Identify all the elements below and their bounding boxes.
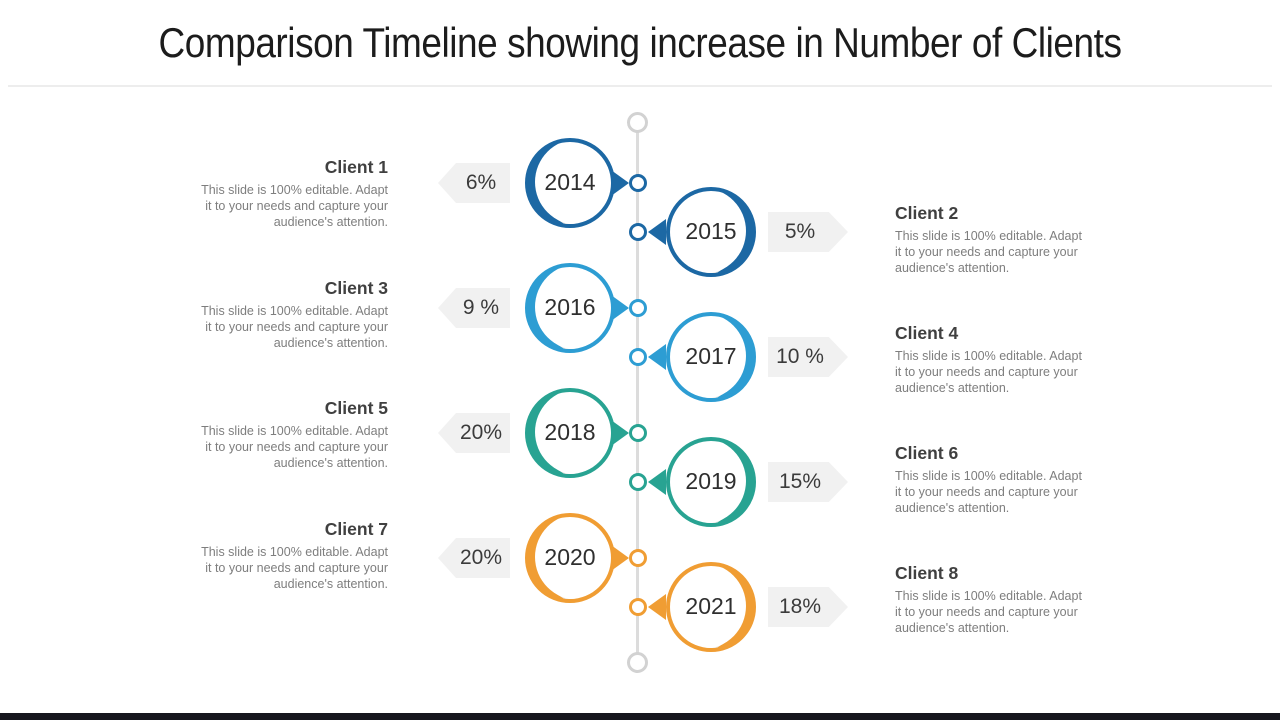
client-description: This slide is 100% editable. Adapt it to…: [895, 349, 1082, 395]
client-label: Client 1: [324, 157, 388, 177]
client-label: Client 7: [324, 519, 388, 539]
client-block-1: Client 1 This slide is 100% editable. Ad…: [192, 157, 388, 230]
year-label: 2018: [544, 418, 596, 445]
bubble-pointer: [648, 219, 666, 245]
bubble-inner-circle: [670, 316, 746, 398]
client-block-6: Client 6 This slide is 100% editable. Ad…: [895, 443, 1091, 516]
slide-title: Comparison Timeline showing increase in …: [158, 19, 1122, 66]
timeline-node-2021: [629, 598, 647, 616]
client-block-3: Client 3 This slide is 100% editable. Ad…: [192, 278, 388, 351]
bubble-pointer: [611, 420, 629, 446]
client-label: Client 3: [324, 278, 388, 298]
timeline-line: [636, 131, 639, 654]
year-bubble-2018: 2018: [525, 388, 615, 478]
percent-tag-2016: 9 %: [438, 288, 510, 328]
client-description: This slide is 100% editable. Adapt it to…: [895, 469, 1082, 515]
percent-tag-2018: 20%: [438, 413, 510, 453]
client-description: This slide is 100% editable. Adapt it to…: [895, 589, 1082, 635]
year-bubble-2020: 2020: [525, 513, 615, 603]
client-label: Client 5: [324, 398, 388, 418]
bubble-inner-circle: [535, 517, 611, 599]
percent-value: 20%: [459, 421, 503, 444]
year-bubble-2017: 2017: [666, 312, 756, 402]
timeline-node-2014: [629, 174, 647, 192]
percent-tag-2019: 15%: [768, 462, 848, 502]
percent-tag-2021: 18%: [768, 587, 848, 627]
percent-value: 9 %: [462, 296, 500, 319]
client-description: This slide is 100% editable. Adapt it to…: [201, 304, 388, 350]
bubble-pointer: [648, 469, 666, 495]
percent-tag-2017: 10 %: [768, 337, 848, 377]
timeline-node-2015: [629, 223, 647, 241]
percent-value: 18%: [778, 595, 822, 618]
client-description: This slide is 100% editable. Adapt it to…: [201, 183, 388, 229]
client-block-4: Client 4 This slide is 100% editable. Ad…: [895, 323, 1091, 396]
client-block-5: Client 5 This slide is 100% editable. Ad…: [192, 398, 388, 471]
bubble-inner-circle: [535, 142, 611, 224]
timeline-node-2017: [629, 348, 647, 366]
client-description: This slide is 100% editable. Adapt it to…: [201, 424, 388, 470]
year-label: 2020: [544, 543, 596, 570]
bubble-inner-circle: [670, 566, 746, 648]
timeline-node-2016: [629, 299, 647, 317]
bubble-pointer: [648, 344, 666, 370]
client-description: This slide is 100% editable. Adapt it to…: [201, 545, 388, 591]
client-label: Client 6: [895, 443, 959, 463]
bubble-inner-circle: [670, 441, 746, 523]
bubble-pointer: [611, 295, 629, 321]
year-label: 2014: [544, 168, 596, 195]
bubble-pointer: [648, 594, 666, 620]
year-label: 2021: [685, 592, 737, 619]
year-bubble-2015: 2015: [666, 187, 756, 277]
percent-tag-2015: 5%: [768, 212, 848, 252]
percent-value: 15%: [778, 470, 822, 493]
client-label: Client 8: [895, 563, 959, 583]
year-bubble-2019: 2019: [666, 437, 756, 527]
bubble-inner-circle: [535, 392, 611, 474]
timeline-node-2020: [629, 549, 647, 567]
year-bubble-2014: 2014: [525, 138, 615, 228]
bubble-inner-circle: [535, 267, 611, 349]
client-label: Client 2: [895, 203, 959, 223]
year-label: 2019: [685, 467, 737, 494]
year-bubble-2021: 2021: [666, 562, 756, 652]
bubble-pointer: [611, 545, 629, 571]
percent-tag-2014: 6%: [438, 163, 510, 203]
year-label: 2015: [685, 217, 737, 244]
timeline-start-circle: [627, 112, 648, 133]
bubble-inner-circle: [670, 191, 746, 273]
year-bubble-2016: 2016: [525, 263, 615, 353]
title-divider: [8, 85, 1272, 87]
percent-value: 5%: [784, 220, 816, 243]
client-block-2: Client 2 This slide is 100% editable. Ad…: [895, 203, 1091, 276]
year-label: 2016: [544, 293, 596, 320]
percent-value: 20%: [459, 546, 503, 569]
client-block-8: Client 8 This slide is 100% editable. Ad…: [895, 563, 1091, 636]
timeline-end-circle: [627, 652, 648, 673]
percent-value: 10 %: [776, 345, 824, 368]
client-block-7: Client 7 This slide is 100% editable. Ad…: [192, 519, 388, 592]
percent-value: 6%: [465, 171, 497, 194]
client-label: Client 4: [895, 323, 959, 343]
footer-bar: [0, 713, 1280, 720]
timeline-node-2018: [629, 424, 647, 442]
bubble-pointer: [611, 170, 629, 196]
year-label: 2017: [685, 342, 737, 369]
client-description: This slide is 100% editable. Adapt it to…: [895, 229, 1082, 275]
percent-tag-2020: 20%: [438, 538, 510, 578]
timeline-node-2019: [629, 473, 647, 491]
